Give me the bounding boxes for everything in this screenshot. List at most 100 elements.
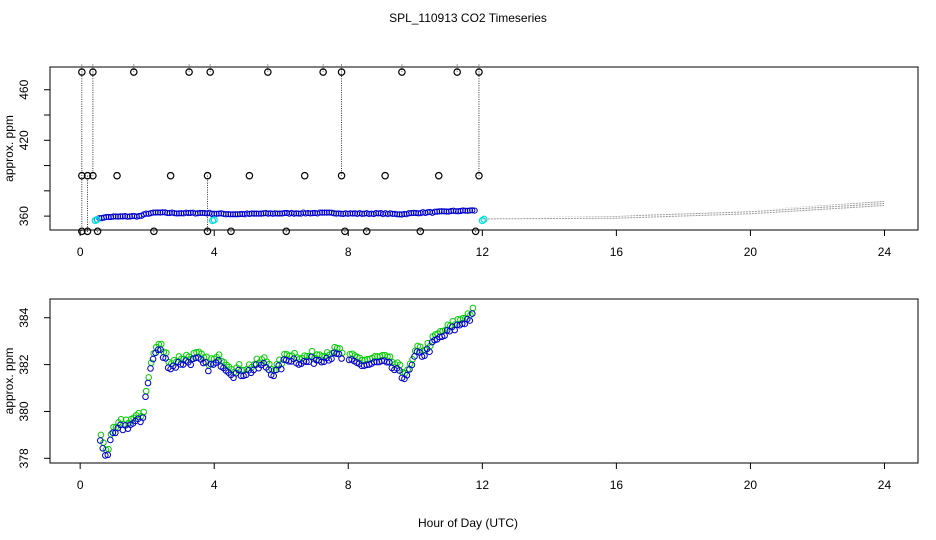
top-main-point	[302, 210, 309, 217]
top-y-tick-label: 460	[17, 79, 31, 99]
top-spike-point	[337, 171, 346, 180]
top-main-point	[208, 210, 215, 217]
top-main-point	[340, 210, 347, 217]
top-x-tick-label: 0	[77, 245, 84, 259]
bottom-blue-point	[303, 358, 310, 366]
bottom-blue-point	[154, 346, 162, 354]
top-main-point	[323, 209, 330, 216]
top-main-point	[344, 210, 352, 217]
bottom-y-tick-label: 384	[17, 307, 31, 327]
top-main-point	[269, 210, 276, 217]
top-main-point	[225, 211, 232, 218]
top-spike-point	[282, 227, 291, 236]
bottom-blue-point	[396, 367, 403, 374]
bottom-blue-point	[408, 361, 416, 369]
top-spike-point	[129, 68, 138, 76]
top-spike-point	[264, 68, 272, 76]
top-spike-point	[434, 171, 443, 180]
bottom-blue-point	[149, 355, 157, 363]
bottom-blue-point	[172, 364, 179, 371]
top-main-point	[117, 213, 124, 220]
top-spike-lines	[81, 64, 480, 233]
top-main-point	[448, 207, 455, 215]
top-main-point	[250, 210, 258, 217]
bottom-panel: 0 4 8 12 16 20 24 378 380 382 384 approx. ppm	[2, 298, 919, 492]
bottom-blue-point	[426, 348, 433, 356]
top-main-point	[232, 211, 239, 218]
bottom-x-tick-label: 0	[77, 478, 84, 492]
top-main-point	[248, 210, 255, 217]
top-main-point	[316, 209, 323, 216]
bottom-blue-point	[162, 355, 169, 362]
top-main-point	[175, 210, 183, 217]
chart-title: SPL_110913 CO2 Timeseries	[389, 11, 547, 25]
bottom-blue-point	[109, 429, 117, 437]
top-main-point	[372, 210, 380, 217]
bottom-blue-point	[101, 452, 109, 459]
bottom-blue-point	[285, 358, 293, 365]
top-main-point	[342, 210, 349, 217]
top-cyan-point	[93, 216, 101, 224]
top-main-point	[412, 209, 420, 217]
bottom-x-tick-label: 8	[345, 478, 352, 492]
bottom-green-point	[469, 304, 477, 312]
bottom-blue-point	[99, 444, 107, 452]
top-spike-point	[150, 227, 158, 236]
top-x-tick-label: 8	[345, 245, 352, 259]
top-main-point	[114, 213, 122, 220]
bottom-x-tick-label: 16	[610, 478, 624, 492]
top-main-point	[452, 208, 459, 215]
top-spike-point	[83, 227, 92, 236]
bottom-green-point	[142, 387, 150, 395]
top-spike-point	[89, 171, 97, 180]
bottom-blue-point	[117, 421, 124, 429]
top-main-point	[182, 209, 190, 216]
top-main-series	[93, 207, 478, 223]
top-main-point	[253, 210, 260, 217]
bottom-blue-point	[235, 366, 242, 374]
bottom-blue-point	[308, 353, 315, 361]
bottom-y-axis-title: approx. ppm	[2, 348, 16, 415]
bottom-x-tick-label: 20	[744, 478, 758, 492]
top-grey-series	[482, 201, 884, 220]
bottom-blue-point	[300, 357, 308, 365]
top-cyan-point	[210, 216, 218, 224]
bottom-blue-point	[441, 332, 448, 339]
top-main-point	[272, 210, 279, 217]
top-spike-point	[475, 171, 483, 180]
top-spike-point	[89, 68, 97, 76]
bottom-y-tick-label: 380	[17, 401, 31, 421]
top-main-point	[243, 210, 251, 217]
bottom-blue-point	[187, 361, 195, 369]
top-main-point	[222, 211, 230, 218]
bottom-blue-point	[104, 451, 112, 459]
top-spike-point	[83, 171, 92, 180]
top-spike-point	[453, 68, 461, 76]
top-y-tick-label: 420	[17, 130, 31, 150]
top-x-tick-label: 12	[476, 245, 490, 259]
bottom-blue-point	[421, 352, 428, 359]
top-spike-point	[381, 171, 389, 180]
top-spike-point	[203, 227, 212, 236]
bottom-blue-point	[403, 371, 411, 379]
top-spike-point	[319, 68, 327, 76]
top-main-point	[110, 213, 117, 220]
top-main-point	[365, 210, 373, 218]
bottom-blue-point	[451, 326, 458, 334]
bottom-blue-point	[458, 320, 466, 328]
top-main-point	[330, 210, 337, 217]
bottom-blue-point	[142, 393, 149, 401]
top-main-point	[304, 209, 312, 217]
bottom-blue-point	[177, 361, 185, 368]
top-cyan-series	[91, 215, 488, 225]
top-spike-point	[185, 68, 193, 76]
top-x-tick-label: 20	[744, 245, 758, 259]
top-main-point	[171, 210, 178, 217]
top-main-point	[152, 209, 159, 216]
bottom-x-tick-label: 4	[211, 478, 218, 492]
bottom-blue-point	[157, 346, 164, 353]
bottom-green-point	[145, 374, 152, 381]
top-spike-points	[78, 68, 483, 236]
top-spike-point	[227, 227, 235, 236]
top-main-point	[154, 209, 162, 216]
